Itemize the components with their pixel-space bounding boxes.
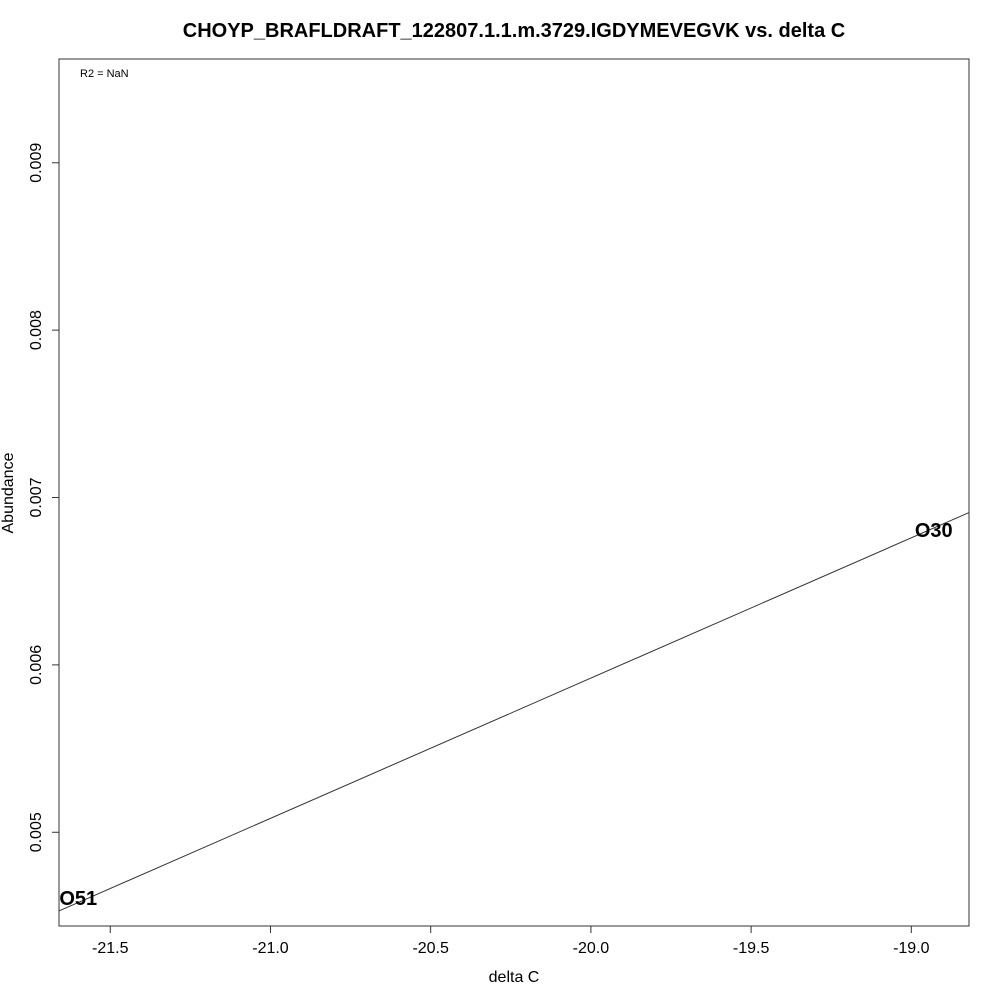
r2-annotation: R2 = NaN [80, 68, 129, 80]
y-tick-label: 0.008 [28, 310, 45, 350]
x-tick-label: -20.0 [573, 940, 610, 957]
regression-line [58, 512, 970, 912]
x-axis: -21.5 -21.0 -20.5 -20.0 -19.5 -19.0 [92, 925, 930, 957]
x-axis-label: delta C [489, 969, 540, 986]
x-tick-label: -19.5 [733, 940, 770, 957]
x-tick-label: -21.5 [92, 940, 129, 957]
x-tick-label: -20.5 [412, 940, 449, 957]
x-tick-label: -21.0 [252, 940, 289, 957]
chart-title: CHOYP_BRAFLDRAFT_122807.1.1.m.3729.IGDYM… [183, 20, 845, 42]
fit-line-layer [58, 512, 970, 912]
y-tick-label: 0.007 [28, 477, 45, 517]
point-label: O51 [59, 888, 97, 910]
plot-frame [58, 58, 970, 927]
point-label: O30 [915, 520, 953, 542]
y-tick-label: 0.006 [28, 645, 45, 685]
y-axis: 0.005 0.006 0.007 0.008 0.009 [28, 143, 60, 852]
points-layer: O51 O30 [59, 520, 952, 910]
y-axis-label: Abundance [0, 452, 17, 533]
x-tick-label: -19.0 [893, 940, 930, 957]
y-tick-label: 0.009 [28, 143, 45, 183]
y-tick-label: 0.005 [28, 812, 45, 852]
